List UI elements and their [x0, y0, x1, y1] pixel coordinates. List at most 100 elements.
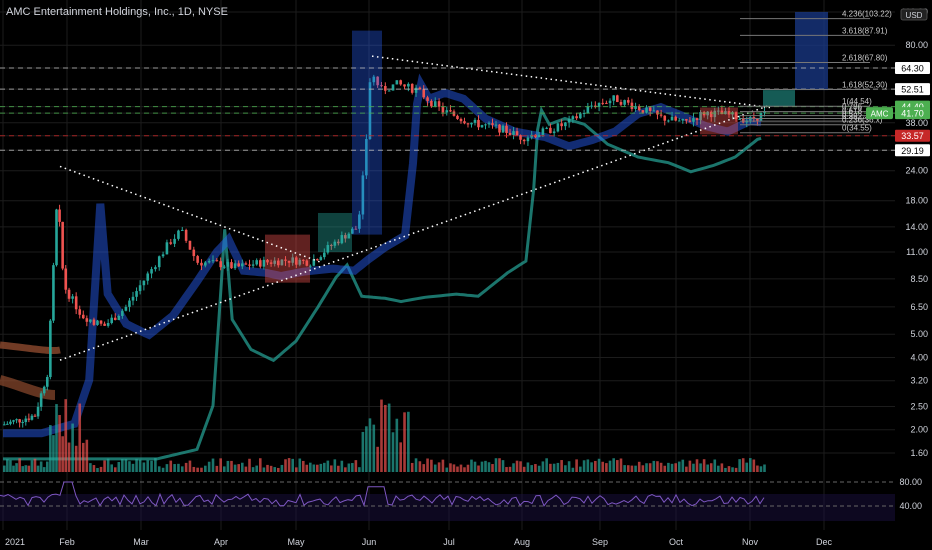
volume-bar: [244, 466, 248, 472]
volume-bar: [106, 458, 110, 472]
volume-bar: [663, 465, 667, 472]
volume-bar: [515, 460, 519, 472]
candle-body: [9, 421, 12, 424]
candle-body: [567, 119, 571, 123]
candle-body: [266, 259, 269, 263]
volume-bar: [207, 461, 211, 472]
volume-bar: [340, 460, 344, 472]
candle-body: [713, 110, 717, 118]
candle-body: [302, 259, 305, 261]
candle-body: [165, 242, 169, 255]
zone-box-blue: [795, 12, 828, 91]
volume-bar: [330, 465, 333, 472]
volume-bar: [273, 467, 276, 472]
candle-body: [688, 120, 692, 122]
volume-bar: [157, 466, 161, 472]
candle-body: [24, 418, 28, 423]
candle-body: [106, 322, 110, 326]
candle-body: [418, 87, 422, 90]
candle-body: [484, 124, 487, 126]
volume-bar: [146, 460, 150, 472]
volume-bar: [169, 460, 173, 472]
candle-body: [361, 175, 365, 215]
candle-body: [738, 119, 741, 121]
candle-body: [319, 257, 323, 261]
volume-bar: [522, 466, 526, 472]
candle-body: [399, 80, 402, 85]
volume-bar: [501, 460, 505, 472]
volume-bar: [498, 458, 501, 472]
candle-body: [501, 125, 505, 133]
volume-bar: [567, 461, 571, 472]
candle-body: [612, 95, 615, 101]
candle-body: [498, 124, 501, 133]
candle-body: [579, 113, 582, 119]
volume-bar: [251, 467, 255, 472]
price-axis-label: 5.00: [910, 329, 928, 339]
candle-body: [641, 110, 645, 113]
volume-bar: [161, 467, 165, 472]
candle-body: [12, 420, 15, 422]
candle-body: [344, 235, 347, 239]
volume-bar: [277, 467, 280, 472]
candle-body: [291, 257, 294, 263]
volume-bar: [494, 458, 498, 472]
candle-body: [372, 76, 376, 83]
fib-label: 0.382: [842, 112, 863, 121]
volume-bar: [418, 461, 422, 472]
time-axis-label: Mar: [133, 537, 149, 547]
volume-bar: [312, 464, 316, 472]
candle-body: [515, 131, 519, 136]
volume-bar: [681, 459, 685, 472]
candle-body: [96, 320, 99, 325]
candle-body: [280, 259, 284, 266]
volume-bar: [623, 465, 626, 472]
volume-bar: [491, 464, 494, 472]
candle-body: [549, 127, 552, 134]
candle-body: [330, 245, 333, 247]
chart-title: AMC Entertainment Holdings, Inc., 1D, NY…: [6, 6, 228, 18]
volume-bar: [21, 466, 25, 472]
volume-bar: [748, 458, 752, 472]
candle-body: [248, 264, 251, 266]
volume-bar: [688, 460, 692, 472]
volume-bar: [508, 466, 512, 472]
zone-box-green: [318, 212, 352, 253]
candle-body: [652, 110, 656, 112]
candle-body: [473, 119, 477, 123]
candle-body: [244, 263, 248, 265]
volume-bar: [30, 460, 34, 472]
candle-body: [571, 116, 575, 120]
candle-body: [36, 406, 40, 417]
volume-bar: [96, 467, 99, 472]
candle-body: [552, 131, 556, 134]
candle-body: [449, 110, 452, 112]
candle-body: [309, 265, 312, 267]
volume-bar: [734, 467, 738, 472]
currency-box: [900, 8, 928, 21]
volume-bar: [709, 463, 713, 472]
volume-bar: [67, 442, 71, 472]
candle-body: [582, 112, 586, 114]
candle-body: [590, 105, 593, 107]
price-axis-label: 11.00: [906, 247, 928, 257]
fib-label: 0.786: [842, 103, 863, 112]
candle-body: [142, 280, 146, 286]
candle-body: [430, 100, 433, 107]
candle-body: [18, 419, 21, 423]
volume-bar: [659, 462, 663, 472]
candle-body: [184, 229, 188, 241]
price-tag: [895, 61, 930, 74]
volume-bar: [545, 458, 548, 472]
candle-body: [586, 106, 590, 113]
candle-body: [407, 83, 410, 87]
volume-bar: [2, 465, 6, 472]
volume-bar: [223, 466, 226, 472]
volume-bar: [459, 464, 463, 472]
volume-bar: [724, 467, 727, 472]
volume-bar: [586, 459, 590, 472]
candle-body: [180, 229, 184, 231]
candle-body: [656, 110, 659, 115]
volume-bar: [505, 467, 508, 472]
